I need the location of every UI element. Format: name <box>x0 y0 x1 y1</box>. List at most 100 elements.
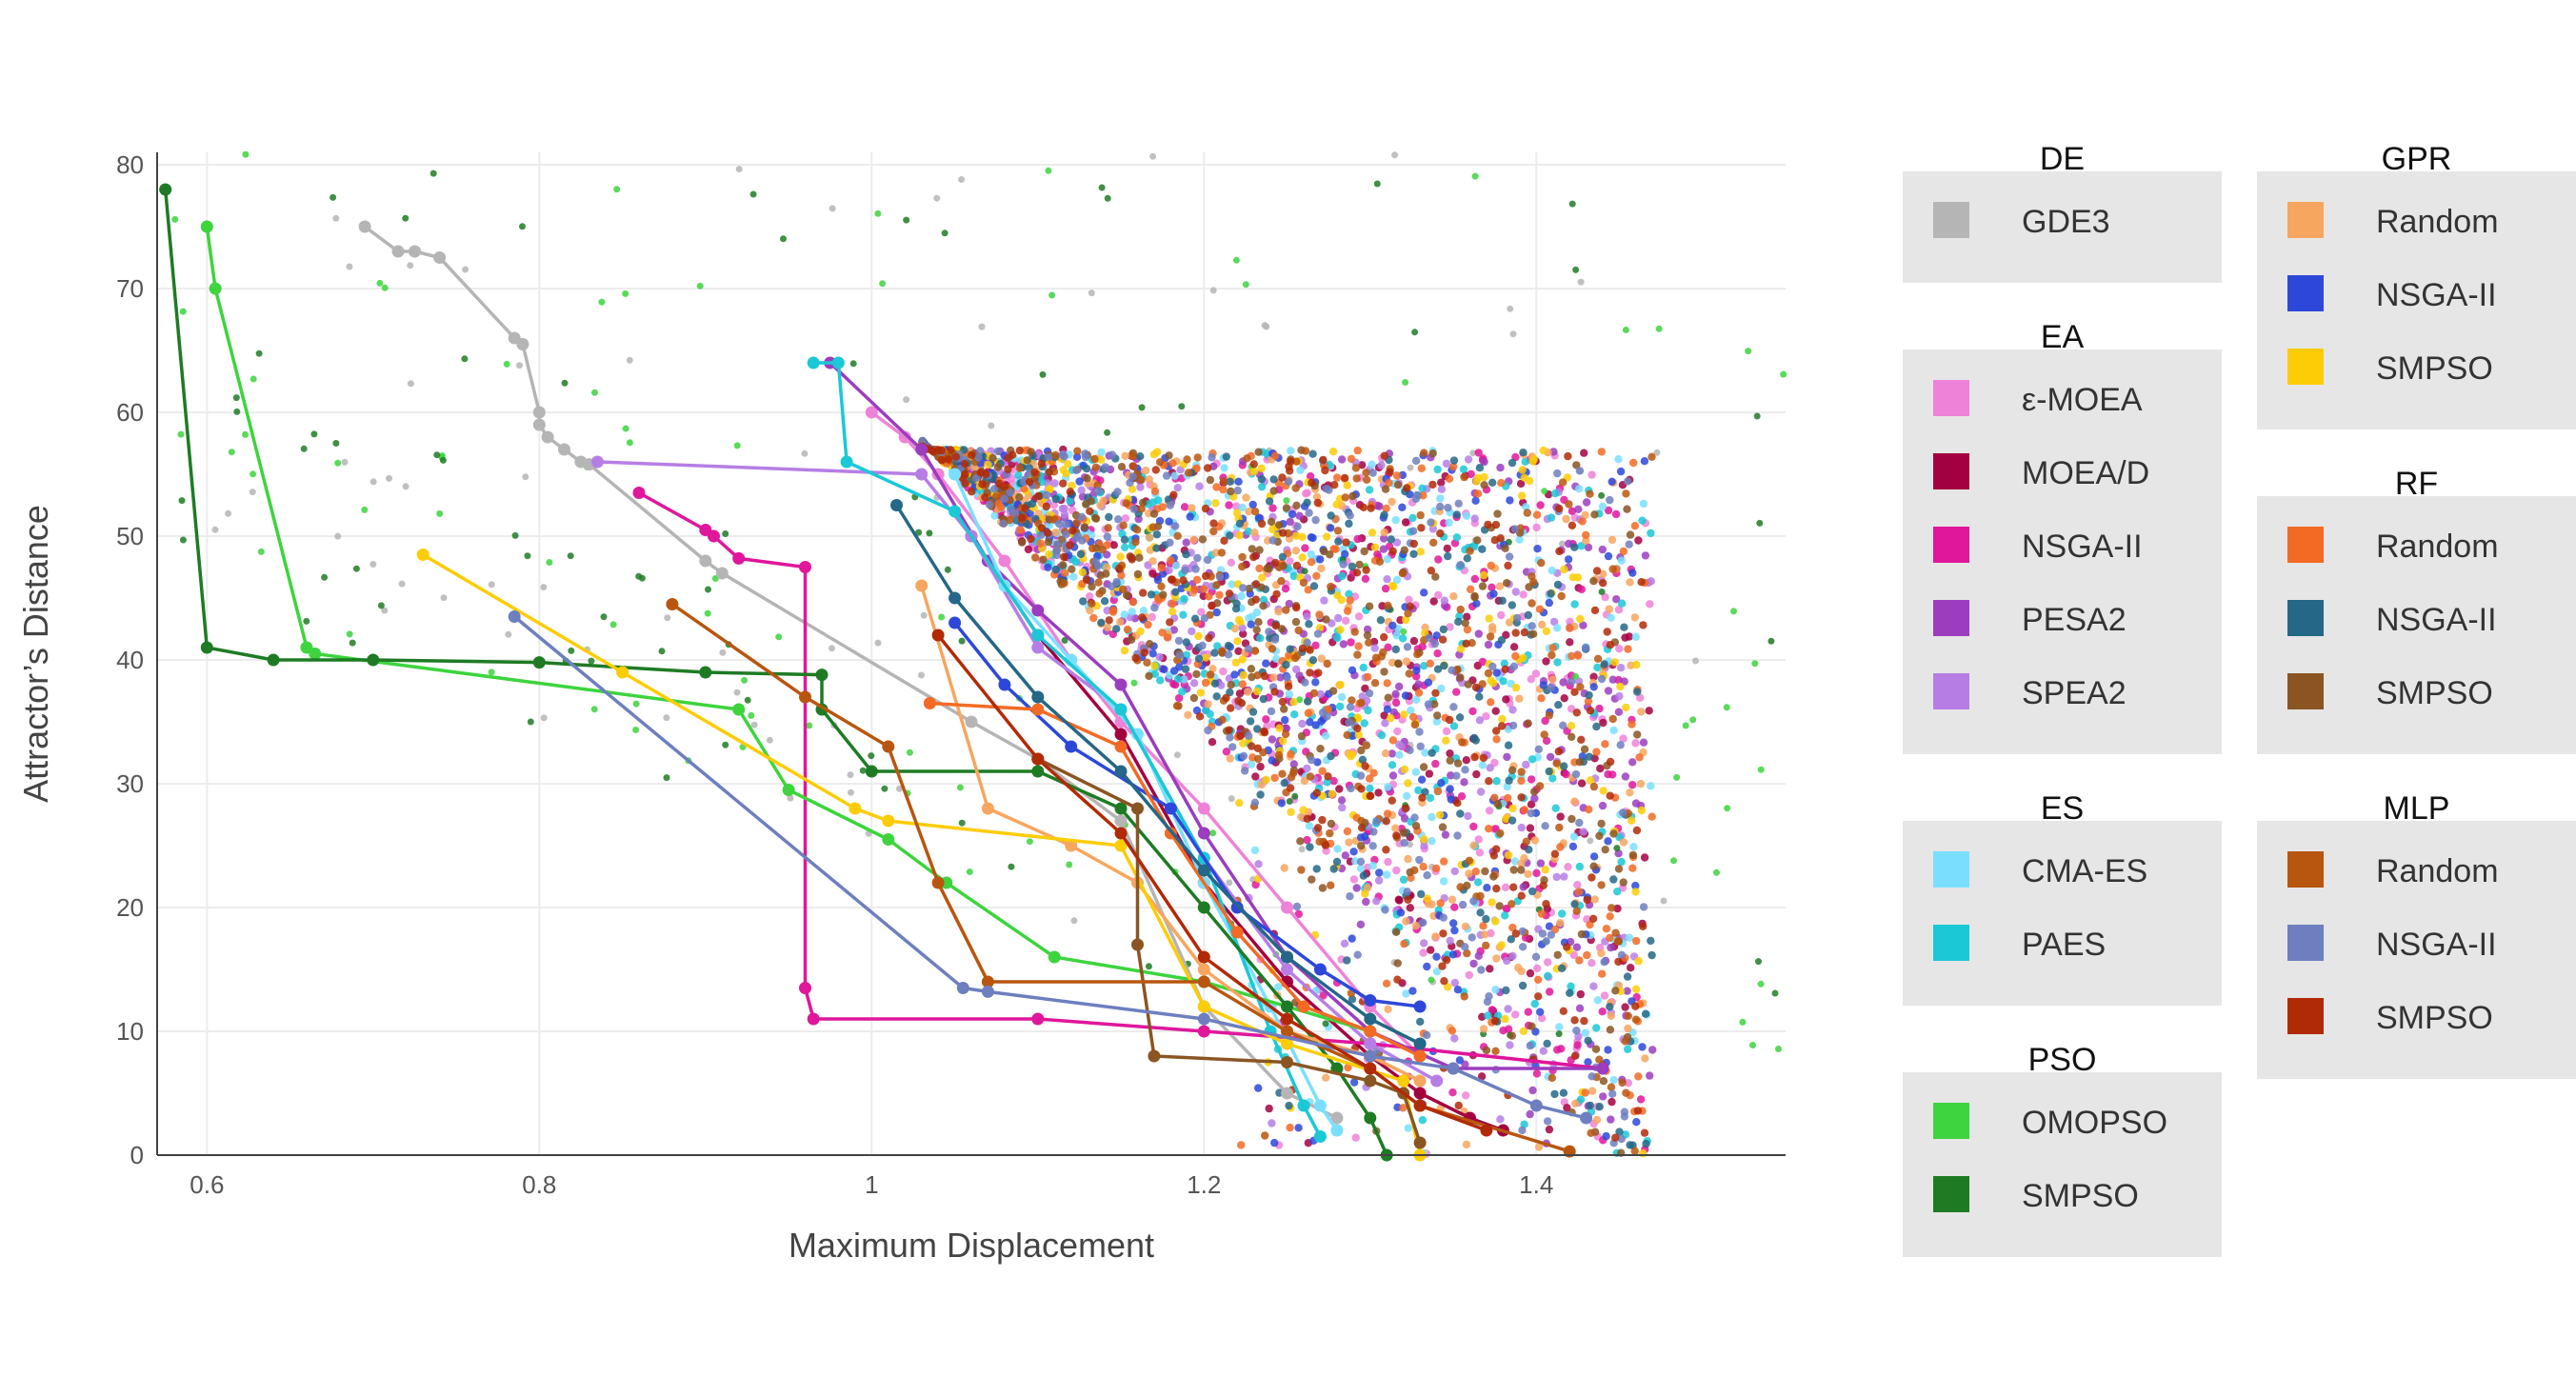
cloud-point <box>1247 665 1256 673</box>
cloud-point <box>749 190 757 198</box>
cloud-point <box>1137 475 1146 485</box>
cloud-point <box>1311 641 1320 649</box>
cloud-point <box>1576 1095 1586 1104</box>
cloud-point <box>1617 950 1627 959</box>
cloud-point <box>1206 709 1214 719</box>
cloud-point <box>1433 711 1442 720</box>
cloud-point <box>1568 842 1578 851</box>
cloud-point <box>1100 597 1109 606</box>
cloud-point <box>1453 831 1462 840</box>
legend-entry-label: PAES <box>2022 927 2106 963</box>
pareto-point <box>1313 1099 1327 1112</box>
pareto-point <box>1197 901 1210 914</box>
cloud-point <box>1626 1141 1634 1149</box>
cloud-point <box>1285 1101 1293 1110</box>
cloud-point <box>1610 658 1619 667</box>
cloud-point <box>1299 578 1308 588</box>
cloud-point <box>1493 509 1502 518</box>
cloud-point <box>1008 450 1017 459</box>
cloud-point <box>1136 483 1145 491</box>
cloud-point <box>1034 491 1043 500</box>
cloud-point <box>1481 867 1489 876</box>
cloud-point <box>1428 837 1436 846</box>
cloud-point <box>1211 549 1221 557</box>
cloud-point <box>1328 687 1338 695</box>
cloud-point <box>1393 975 1402 984</box>
cloud-point <box>1174 636 1184 646</box>
cloud-point <box>1303 835 1311 845</box>
cloud-point <box>1027 448 1035 456</box>
pareto-point <box>1148 1049 1161 1063</box>
cloud-point <box>1499 677 1508 686</box>
cloud-point <box>1480 481 1488 489</box>
cloud-point <box>1547 930 1556 939</box>
cloud-point <box>1082 464 1091 473</box>
cloud-point <box>1275 521 1284 529</box>
cloud-point <box>787 794 794 802</box>
cloud-point <box>1420 449 1428 457</box>
cloud-point <box>1234 615 1244 625</box>
cloud-point <box>1201 678 1210 688</box>
cloud-point <box>334 459 342 467</box>
cloud-point <box>1348 749 1357 759</box>
cloud-point <box>1449 462 1458 471</box>
cloud-point <box>1418 1116 1428 1125</box>
cloud-point <box>1577 542 1586 550</box>
cloud-point <box>1577 735 1586 744</box>
cloud-point <box>1211 499 1220 508</box>
cloud-point <box>568 647 575 654</box>
cloud-point <box>1285 599 1294 609</box>
cloud-point <box>1252 687 1262 696</box>
cloud-point <box>1263 449 1271 458</box>
cloud-point <box>1395 740 1404 748</box>
cloud-point <box>1228 795 1235 803</box>
cloud-point <box>1368 842 1377 850</box>
cloud-point <box>1492 884 1501 893</box>
cloud-point <box>1105 512 1113 522</box>
pareto-point <box>923 697 936 709</box>
legend-group-title: DE <box>2040 141 2085 177</box>
cloud-point <box>1559 1088 1568 1097</box>
cloud-point <box>1269 475 1278 484</box>
cloud-point <box>1527 775 1536 784</box>
cloud-point <box>1472 477 1481 486</box>
cloud-point <box>1572 943 1582 951</box>
cloud-point <box>1232 509 1242 517</box>
cloud-point <box>1365 602 1374 610</box>
cloud-point <box>1093 562 1103 570</box>
cloud-point <box>1247 760 1256 768</box>
cloud-point <box>1178 688 1187 696</box>
cloud-point <box>1381 719 1389 728</box>
cloud-point <box>1283 497 1290 505</box>
cloud-point <box>1157 582 1166 590</box>
cloud-point <box>1552 872 1561 882</box>
cloud-point <box>1306 843 1314 851</box>
cloud-point <box>1450 1034 1459 1043</box>
cloud-point <box>1332 857 1342 867</box>
cloud-point <box>1296 466 1305 474</box>
cloud-point <box>488 669 495 676</box>
cloud-point <box>1479 753 1488 763</box>
cloud-point <box>1270 688 1279 696</box>
cloud-point <box>1575 956 1584 965</box>
cloud-point <box>1292 902 1302 911</box>
cloud-point <box>1178 403 1186 410</box>
cloud-point <box>1027 534 1035 544</box>
cloud-point <box>1232 502 1241 510</box>
cloud-point <box>1287 808 1295 816</box>
cloud-point <box>1496 463 1505 472</box>
cloud-point <box>1562 514 1570 524</box>
cloud-point <box>1294 909 1304 919</box>
cloud-point <box>1489 872 1498 881</box>
cloud-point <box>1529 455 1539 464</box>
cloud-point <box>1306 646 1314 654</box>
cloud-point <box>1098 546 1107 554</box>
cloud-point <box>1476 891 1485 901</box>
cloud-point <box>1398 503 1407 511</box>
cloud-point <box>1209 829 1217 837</box>
cloud-point <box>1440 661 1448 670</box>
cloud-point <box>1312 492 1322 501</box>
cloud-point <box>1222 693 1230 703</box>
cloud-point <box>1128 451 1137 461</box>
cloud-point <box>1352 474 1361 483</box>
